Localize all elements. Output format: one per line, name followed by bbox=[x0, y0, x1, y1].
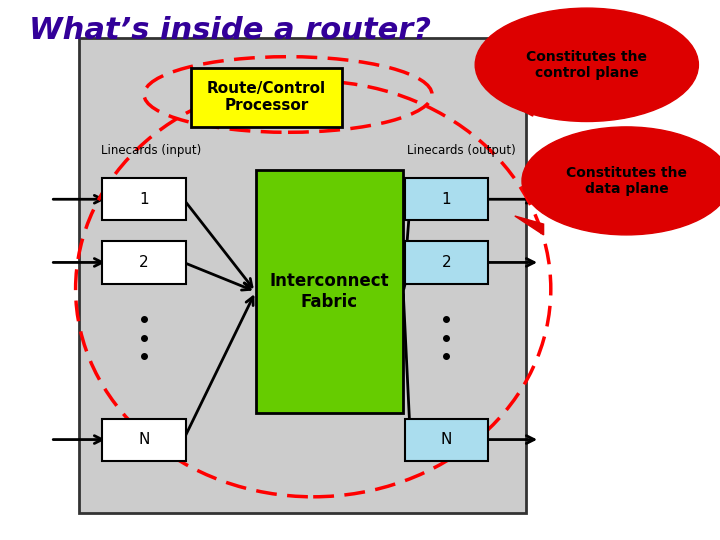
FancyBboxPatch shape bbox=[102, 418, 186, 461]
Text: Constitutes the
control plane: Constitutes the control plane bbox=[526, 50, 647, 80]
Text: 2: 2 bbox=[139, 255, 149, 270]
Text: N: N bbox=[441, 432, 452, 447]
FancyBboxPatch shape bbox=[405, 418, 488, 461]
Text: 1: 1 bbox=[441, 192, 451, 207]
FancyBboxPatch shape bbox=[102, 178, 186, 220]
FancyBboxPatch shape bbox=[79, 38, 526, 513]
FancyBboxPatch shape bbox=[405, 178, 488, 220]
Ellipse shape bbox=[522, 127, 720, 235]
Text: Constitutes the
data plane: Constitutes the data plane bbox=[566, 166, 687, 196]
FancyBboxPatch shape bbox=[256, 170, 403, 413]
Text: N: N bbox=[138, 432, 150, 447]
Polygon shape bbox=[515, 216, 544, 235]
Text: Linecards (output): Linecards (output) bbox=[407, 144, 516, 157]
Text: What’s inside a router?: What’s inside a router? bbox=[29, 16, 431, 45]
Text: Route/Control
Processor: Route/Control Processor bbox=[207, 81, 326, 113]
Text: 1: 1 bbox=[139, 192, 149, 207]
FancyBboxPatch shape bbox=[405, 241, 488, 284]
FancyBboxPatch shape bbox=[191, 68, 342, 127]
Polygon shape bbox=[497, 97, 533, 116]
Text: Linecards (input): Linecards (input) bbox=[101, 144, 201, 157]
Ellipse shape bbox=[475, 8, 698, 122]
Text: 2: 2 bbox=[441, 255, 451, 270]
Text: Interconnect
Fabric: Interconnect Fabric bbox=[269, 272, 390, 311]
FancyBboxPatch shape bbox=[102, 241, 186, 284]
